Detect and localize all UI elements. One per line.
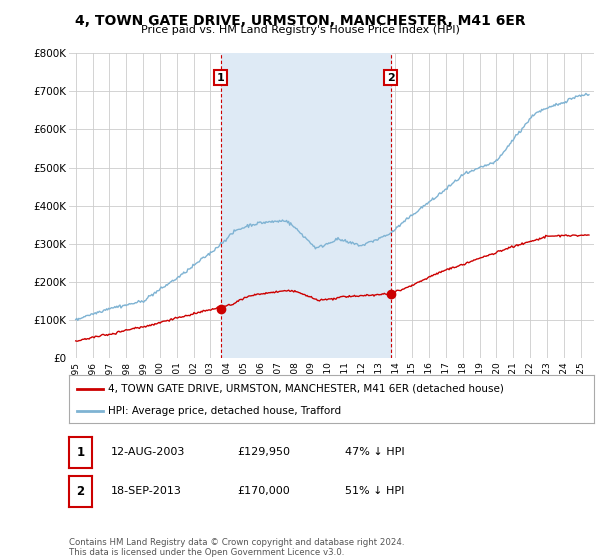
Text: 4, TOWN GATE DRIVE, URMSTON, MANCHESTER, M41 6ER (detached house): 4, TOWN GATE DRIVE, URMSTON, MANCHESTER,…: [109, 384, 504, 394]
Text: HPI: Average price, detached house, Trafford: HPI: Average price, detached house, Traf…: [109, 406, 341, 416]
Text: 2: 2: [387, 73, 394, 83]
Text: 2: 2: [76, 485, 85, 498]
Text: 18-SEP-2013: 18-SEP-2013: [111, 487, 182, 496]
Text: 1: 1: [217, 73, 224, 83]
Bar: [221, 53, 391, 358]
Text: £170,000: £170,000: [237, 487, 290, 496]
Text: 47% ↓ HPI: 47% ↓ HPI: [345, 447, 404, 457]
Text: 12-AUG-2003: 12-AUG-2003: [111, 447, 185, 457]
Text: 51% ↓ HPI: 51% ↓ HPI: [345, 487, 404, 496]
Text: 1: 1: [76, 446, 85, 459]
Text: Price paid vs. HM Land Registry's House Price Index (HPI): Price paid vs. HM Land Registry's House …: [140, 25, 460, 35]
Text: 4, TOWN GATE DRIVE, URMSTON, MANCHESTER, M41 6ER: 4, TOWN GATE DRIVE, URMSTON, MANCHESTER,…: [74, 14, 526, 28]
Text: Contains HM Land Registry data © Crown copyright and database right 2024.
This d: Contains HM Land Registry data © Crown c…: [69, 538, 404, 557]
Text: £129,950: £129,950: [237, 447, 290, 457]
